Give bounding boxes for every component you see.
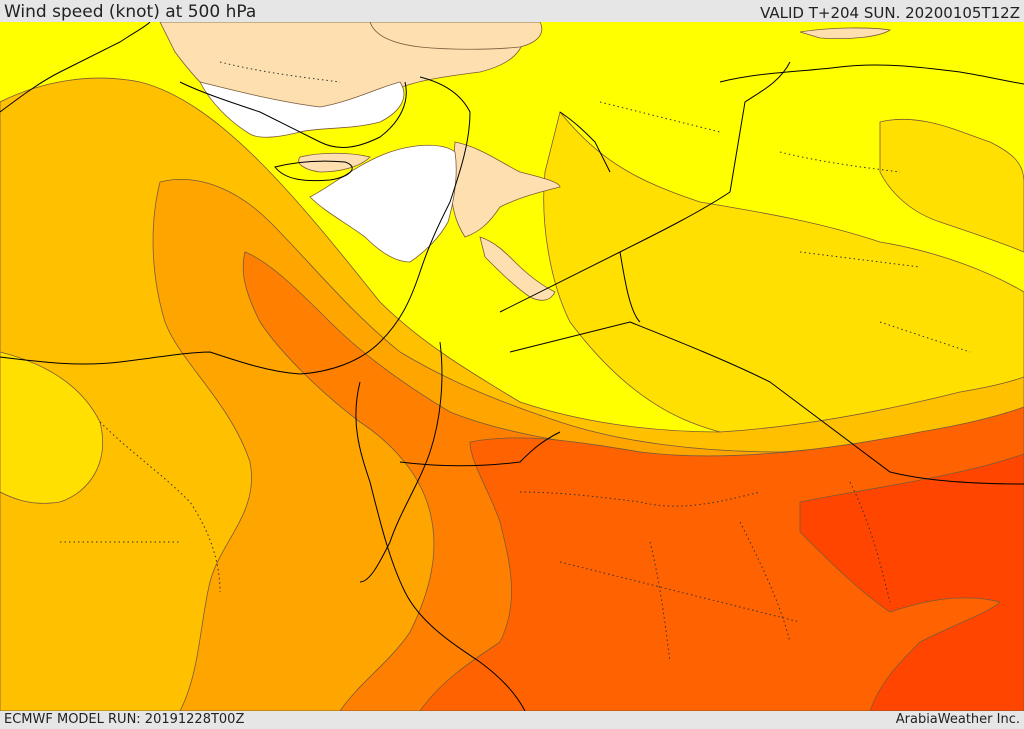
coastlines <box>0 22 1024 711</box>
map-svg <box>0 22 1024 711</box>
zone-white-calm <box>199 81 405 138</box>
map-title: Wind speed (knot) at 500 hPa <box>4 2 257 22</box>
credit-label: ArabiaWeather Inc. <box>895 712 1020 727</box>
wind-speed-map <box>0 22 1024 711</box>
header-bar: Wind speed (knot) at 500 hPa VALID T+204… <box>0 0 1024 22</box>
admin-borders <box>60 61 971 663</box>
model-run-label: ECMWF MODEL RUN: 20191228T00Z <box>4 712 245 727</box>
zone-red-orange <box>419 406 1024 711</box>
valid-time: VALID T+204 SUN. 20200105T12Z <box>760 4 1020 22</box>
zone-peach-ne <box>369 22 543 50</box>
zone-red <box>799 453 1024 711</box>
zone-peach-top-right <box>799 27 892 40</box>
zone-peach-levant <box>451 141 561 238</box>
political-borders <box>399 61 1024 485</box>
zone-peach-jordan <box>479 236 556 301</box>
footer-bar: ECMWF MODEL RUN: 20191228T00Z ArabiaWeat… <box>0 711 1024 729</box>
zone-yellow-west-blob <box>0 351 103 504</box>
